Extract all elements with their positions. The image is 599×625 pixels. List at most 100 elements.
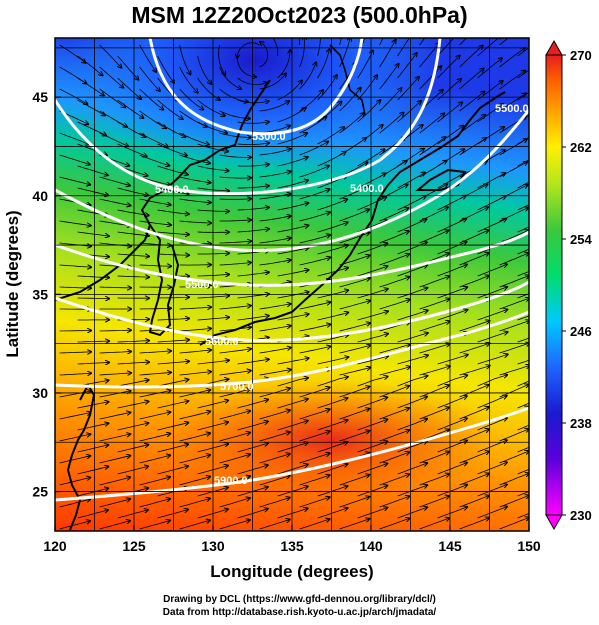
- contour-label: 5500.0: [185, 279, 219, 291]
- streamline-arrow: [157, 187, 189, 194]
- streamline-arrow: [197, 99, 225, 116]
- streamline-arrow: [517, 491, 529, 497]
- y-axis: 45 40 35 30 25: [32, 89, 61, 500]
- streamline-arrow: [259, 194, 291, 200]
- streamline-arrow: [277, 225, 309, 233]
- streamline-arrow: [357, 266, 388, 277]
- streamline-arrow: [379, 408, 410, 420]
- colorbar-max-triangle: [545, 39, 563, 56]
- streamline-arrow: [139, 44, 156, 72]
- streamline-arrow: [237, 55, 257, 77]
- streamline-arrow: [59, 331, 92, 332]
- streamline-arrow: [59, 499, 91, 508]
- streamline-arrow: [117, 362, 150, 364]
- streamline-arrow: [219, 177, 252, 178]
- streamline-arrow: [99, 176, 130, 186]
- streamline-arrow: [77, 187, 109, 195]
- credit-block: Drawing by DCL (https://www.gfd-dennou.o…: [0, 593, 599, 619]
- streamline-arrow: [379, 64, 399, 90]
- y-axis-label: Latitude (degrees): [3, 210, 22, 357]
- streamline-arrow: [219, 498, 250, 508]
- streamline-arrow: [179, 154, 210, 163]
- y-tick-label: 35: [32, 286, 48, 302]
- streamline-arrow: [179, 372, 211, 376]
- streamline-arrow: [179, 198, 211, 203]
- streamline-arrow: [117, 445, 149, 453]
- streamline-arrow: [339, 519, 370, 530]
- streamline-arrow: [299, 324, 331, 332]
- streamline-arrow: [397, 376, 428, 387]
- contour-5900: [55, 406, 529, 502]
- streamline-arrow: [77, 423, 109, 431]
- streamline-arrow: [219, 520, 250, 530]
- streamline-arrow: [179, 433, 211, 442]
- streamline-arrow: [259, 370, 291, 376]
- streamline-arrow: [219, 132, 251, 137]
- streamline-arrow: [117, 187, 149, 195]
- streamline-arrow: [459, 496, 489, 508]
- streamline-arrow: [277, 203, 309, 211]
- streamline-arrow: [259, 101, 290, 112]
- colorbar-min-triangle: [545, 514, 563, 531]
- chart-title: MSM 12Z20Oct2023 (500.0hPa): [131, 2, 468, 28]
- streamline-arrow: [77, 55, 103, 75]
- streamline-arrow: [219, 263, 251, 266]
- streamline-arrow: [437, 396, 467, 409]
- streamline-arrow: [99, 110, 127, 127]
- streamline-arrow: [237, 42, 260, 58]
- streamline-arrow: [419, 66, 442, 90]
- streamline-arrow: [379, 367, 410, 376]
- streamline-arrow: [277, 248, 309, 255]
- contour-label: 5900.0: [214, 475, 248, 487]
- streamline-arrow: [339, 278, 370, 288]
- x-axis-label: Longitude (degrees): [210, 562, 373, 581]
- streamline-arrow: [219, 454, 250, 464]
- streamline-arrow: [477, 219, 507, 233]
- streamline-arrow: [99, 287, 132, 288]
- grid-lines: [55, 38, 529, 531]
- streamline-arrow: [339, 475, 370, 486]
- streamline-arrow: [197, 121, 228, 133]
- streamline-arrow: [317, 508, 348, 519]
- streamline-arrow: [99, 373, 132, 375]
- streamline-arrow: [357, 508, 388, 519]
- streamline-arrow: [139, 66, 160, 91]
- streamline-arrow: [499, 321, 529, 332]
- streamline-arrow: [59, 242, 91, 246]
- streamline-arrow: [237, 164, 269, 166]
- streamline-arrow: [317, 49, 330, 79]
- x-tick-label: 120: [43, 538, 67, 554]
- streamline-arrow: [317, 199, 348, 211]
- streamline-arrow: [357, 397, 388, 409]
- streamline-arrow: [218, 44, 226, 75]
- streamline-arrow: [77, 488, 109, 497]
- streamline-arrow: [277, 180, 309, 189]
- streamline-arrow: [397, 441, 428, 453]
- streamline-arrow: [317, 486, 348, 497]
- streamline-arrow: [219, 199, 252, 200]
- streamline-arrow: [397, 53, 417, 79]
- streamline-arrow: [219, 66, 241, 89]
- streamline-arrow: [477, 332, 508, 343]
- streamline-arrow: [357, 486, 388, 497]
- streamline-arrow: [459, 276, 489, 288]
- streamline-arrow: [277, 80, 302, 101]
- y-tick-label: 45: [32, 89, 48, 105]
- streamline-arrow: [517, 446, 529, 453]
- streamline-arrow: [59, 456, 91, 464]
- streamline-arrow: [317, 442, 348, 453]
- streamline-arrow: [317, 245, 348, 255]
- streamline-arrow: [419, 366, 450, 376]
- streamline-arrow: [77, 99, 105, 116]
- streamline-arrow: [379, 38, 384, 46]
- streamline-arrow: [277, 50, 291, 79]
- streamline-arrow: [179, 520, 210, 530]
- streamlines: [59, 38, 529, 530]
- streamline-arrow: [179, 307, 212, 309]
- streamline-arrow: [59, 132, 89, 144]
- streamline-arrow: [437, 463, 467, 475]
- streamline-arrow: [517, 513, 529, 519]
- colorbar-tick-label: 262: [570, 140, 592, 155]
- streamline-arrow: [139, 412, 171, 420]
- streamline-arrow: [277, 314, 309, 321]
